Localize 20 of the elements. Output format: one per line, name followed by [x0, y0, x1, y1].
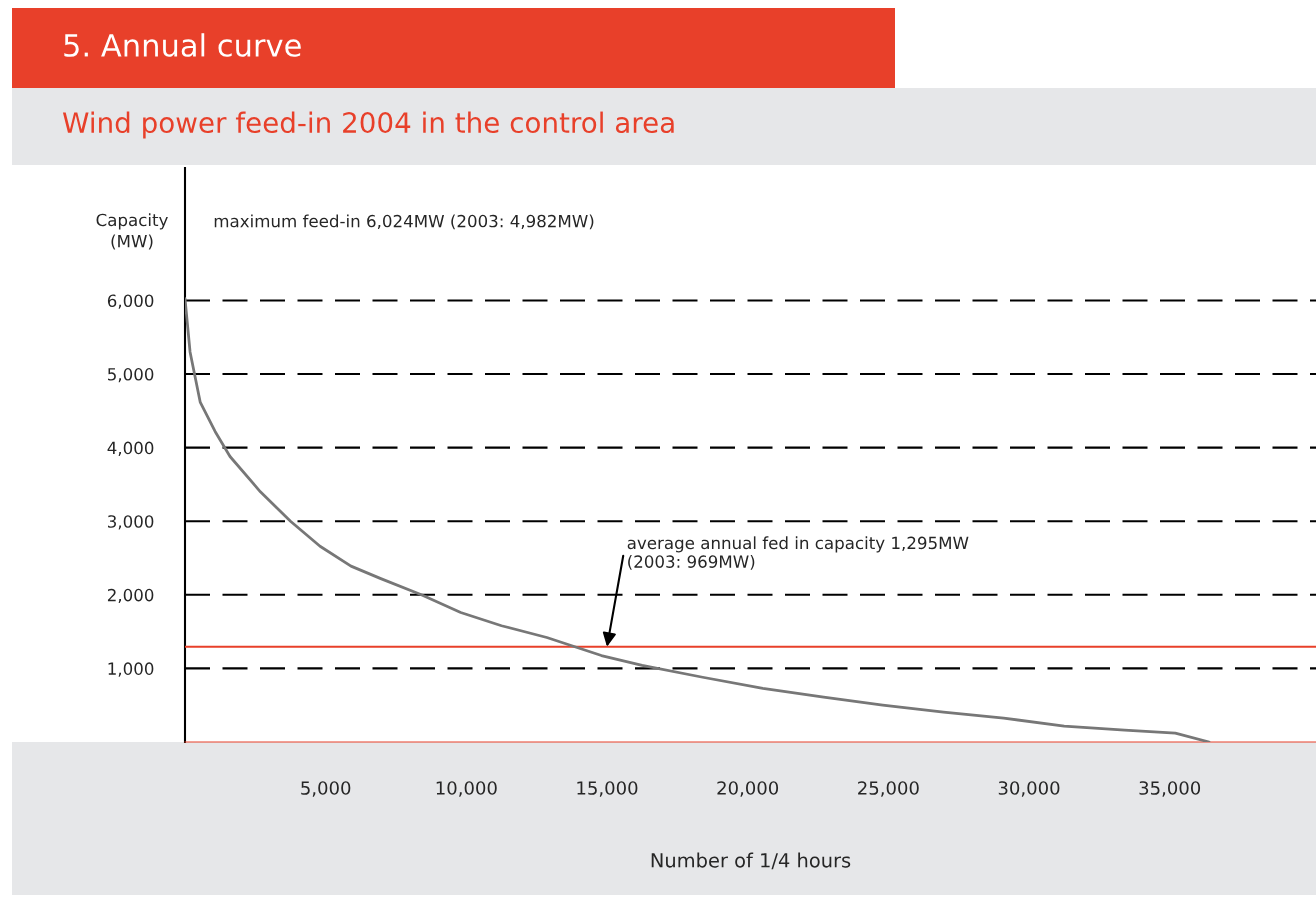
y-axis-title: Capacity (MW) — [96, 213, 168, 250]
chart-subtitle: Wind power feed-in 2004 in the control area — [62, 111, 674, 139]
x-tick-label: 15,000 — [577, 781, 638, 797]
y-tick-label: 4,000 — [107, 441, 154, 456]
x-tick-label: 20,000 — [717, 781, 779, 797]
y-tick-label: 5,000 — [108, 368, 154, 383]
x-tick-label: 5,000 — [301, 781, 351, 797]
annotation: maximum feed-in 6,024MW (2003: 4,982MW) — [214, 214, 594, 230]
y-tick-label: 2,000 — [107, 588, 154, 604]
x-tick-label: 30,000 — [998, 781, 1060, 797]
line-series — [185, 297, 1211, 742]
x-tick-label: 25,000 — [858, 781, 919, 797]
y-tick-label: 3,000 — [108, 515, 154, 530]
x-tick-label: 10,000 — [436, 781, 497, 797]
y-tick-label: 6,000 — [107, 294, 154, 309]
annotation: average annual fed in capacity 1,295MW (2003: 969MW) — [627, 536, 969, 570]
y-tick-label: 1,000 — [108, 662, 154, 677]
x-axis-title: Number of 1/4 hours — [651, 852, 851, 870]
chart-title: 5. Annual curve — [64, 33, 301, 57]
x-tick-label: 35,000 — [1139, 781, 1201, 797]
